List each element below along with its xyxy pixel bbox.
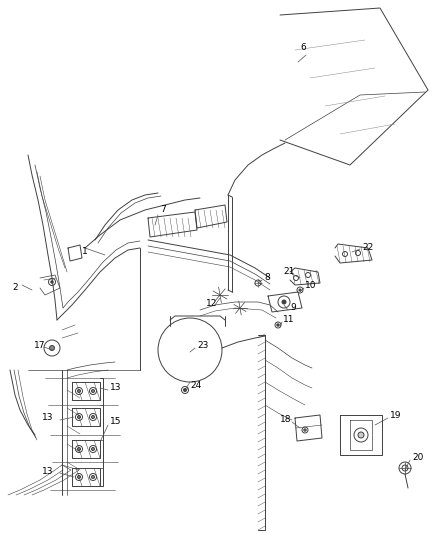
Text: 1: 1	[82, 247, 88, 256]
Circle shape	[277, 324, 279, 326]
Circle shape	[184, 389, 187, 392]
Text: 9: 9	[290, 303, 296, 312]
Circle shape	[78, 416, 81, 418]
Circle shape	[358, 432, 364, 438]
Text: 15: 15	[110, 417, 121, 426]
Text: 17: 17	[34, 341, 46, 350]
Circle shape	[92, 390, 95, 392]
Circle shape	[92, 475, 95, 479]
Text: 6: 6	[300, 44, 306, 52]
Text: 13: 13	[42, 414, 53, 423]
Text: 20: 20	[412, 453, 424, 462]
Text: 13: 13	[110, 384, 121, 392]
Circle shape	[299, 289, 301, 291]
Circle shape	[92, 448, 95, 450]
Circle shape	[49, 345, 54, 351]
Text: 7: 7	[160, 206, 166, 214]
Circle shape	[304, 429, 306, 431]
Text: 8: 8	[264, 273, 270, 282]
Circle shape	[51, 281, 53, 283]
Text: 21: 21	[283, 266, 294, 276]
Circle shape	[92, 416, 95, 418]
Text: 23: 23	[197, 341, 208, 350]
Text: 11: 11	[283, 316, 294, 325]
Text: 12: 12	[206, 298, 217, 308]
Circle shape	[78, 448, 81, 450]
Text: 10: 10	[305, 281, 317, 290]
Text: 19: 19	[390, 410, 402, 419]
Circle shape	[78, 390, 81, 392]
Text: 18: 18	[280, 415, 292, 424]
Text: 24: 24	[190, 381, 201, 390]
Circle shape	[282, 300, 286, 304]
Circle shape	[78, 475, 81, 479]
Text: 2: 2	[12, 284, 18, 293]
Text: 13: 13	[42, 466, 53, 475]
Text: 22: 22	[362, 243, 373, 252]
